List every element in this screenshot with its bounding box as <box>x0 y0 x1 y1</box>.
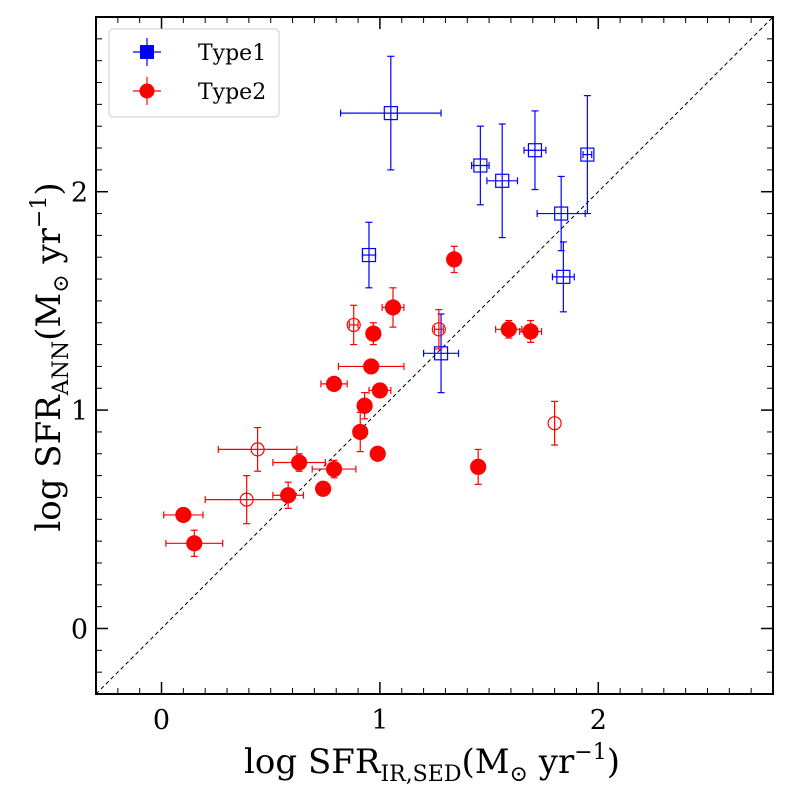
type2-data-point <box>381 287 405 328</box>
axis-tick-labels: 0 1 2 0 1 2 <box>71 178 607 736</box>
y-label-unit-sub: ⊙ <box>49 274 74 292</box>
x-tick-label: 0 <box>153 705 170 736</box>
type1-data-point <box>486 123 519 239</box>
type2-marker <box>356 397 373 414</box>
type1-marker <box>433 346 449 361</box>
y-tick-label: 2 <box>71 178 88 209</box>
type2-data-point <box>356 392 373 420</box>
y-label-unit-tail: yr <box>29 227 69 274</box>
type2-data-point <box>547 400 562 446</box>
legend-type2-label: Type2 <box>198 80 266 105</box>
type1-data-point <box>361 221 377 289</box>
type1-data-point <box>422 313 460 394</box>
type2-marker <box>500 321 517 338</box>
type2-data-point <box>346 304 361 346</box>
type2-data-point <box>163 506 204 524</box>
legend-type1-marker <box>140 45 154 59</box>
y-label-prefix: log SFR <box>29 394 69 532</box>
type2-marker <box>470 458 487 475</box>
type2-marker <box>315 480 332 497</box>
type2-marker <box>363 358 380 375</box>
y-tick-label: 0 <box>71 614 88 645</box>
type1-data-point <box>339 55 442 171</box>
type2-marker <box>522 323 539 340</box>
type2-data-point <box>320 375 348 392</box>
y-label-unit: (M <box>29 293 69 341</box>
type1-data-point <box>471 125 490 206</box>
type2-marker <box>365 325 382 342</box>
type2-data-point <box>272 481 305 509</box>
plot-frame <box>95 16 774 695</box>
type2-data-point <box>272 453 326 472</box>
type2-marker <box>446 251 463 268</box>
type2-marker <box>175 506 192 524</box>
legend-entry-type1: Type1 <box>133 38 266 66</box>
type2-marker <box>346 317 361 333</box>
type2-marker <box>369 445 386 462</box>
type1-marker <box>580 147 595 162</box>
x-label-subscript: IR,SED <box>380 762 461 787</box>
type2-marker <box>325 375 343 392</box>
type1-marker <box>527 143 543 158</box>
type1-data-point <box>551 241 575 313</box>
type1-marker <box>554 206 569 221</box>
type1-data-point <box>580 95 595 215</box>
y-label-subscript: ANN <box>49 341 74 396</box>
x-label-unit-sub: ⊙ <box>510 762 528 787</box>
y-label-close: ) <box>29 182 69 195</box>
type1-marker <box>383 105 398 121</box>
type1-data-point <box>523 110 547 191</box>
x-label-unit-tail: yr <box>528 742 575 782</box>
y-label-exponent: −1 <box>27 196 52 228</box>
type2-marker <box>239 492 254 507</box>
type1-marker <box>361 247 377 263</box>
type2-data-point <box>204 475 289 525</box>
series-type2 <box>163 245 562 558</box>
type1-marker <box>473 158 488 173</box>
type2-data-point <box>352 411 369 453</box>
type2-data-point <box>311 459 357 479</box>
series-type1 <box>339 55 595 394</box>
x-label-unit: (M <box>461 742 509 782</box>
type2-data-point <box>368 382 392 399</box>
type2-data-point <box>165 529 224 558</box>
type2-marker <box>291 454 308 471</box>
type2-marker <box>186 535 203 552</box>
type2-data-point <box>217 426 298 472</box>
legend-type2-marker <box>139 83 155 99</box>
y-tick-label: 1 <box>71 396 88 427</box>
x-label-exponent: −1 <box>574 740 606 765</box>
type2-marker <box>384 299 402 316</box>
data-series <box>163 55 595 558</box>
type2-data-point <box>446 245 463 274</box>
type1-marker <box>556 269 571 284</box>
type2-data-point <box>519 319 543 343</box>
y-axis-label: log SFRANN(M⊙ yr−1) <box>27 182 74 531</box>
type2-marker <box>371 382 389 399</box>
type2-marker <box>547 416 562 431</box>
x-tick-label: 2 <box>590 705 607 736</box>
type2-marker <box>250 442 265 457</box>
type2-data-point <box>365 322 382 346</box>
x-axis-label: log SFRIR,SED(M⊙ yr−1) <box>244 740 620 787</box>
legend: Type1 Type2 <box>108 28 280 118</box>
legend-type1-label: Type1 <box>198 41 266 66</box>
type2-data-point <box>470 448 487 485</box>
type2-data-point <box>315 480 332 497</box>
type2-data-point <box>369 445 386 462</box>
type2-data-point <box>337 358 405 375</box>
type2-marker <box>431 322 446 337</box>
type2-data-point <box>431 309 446 350</box>
x-label-close: ) <box>607 742 620 782</box>
type2-marker <box>352 423 369 441</box>
type1-marker <box>495 173 510 188</box>
type2-marker <box>325 460 343 478</box>
x-tick-label: 1 <box>371 705 388 736</box>
legend-entry-type2: Type2 <box>133 77 266 105</box>
type1-data-point <box>536 175 586 252</box>
x-label-prefix: log SFR <box>244 742 382 782</box>
